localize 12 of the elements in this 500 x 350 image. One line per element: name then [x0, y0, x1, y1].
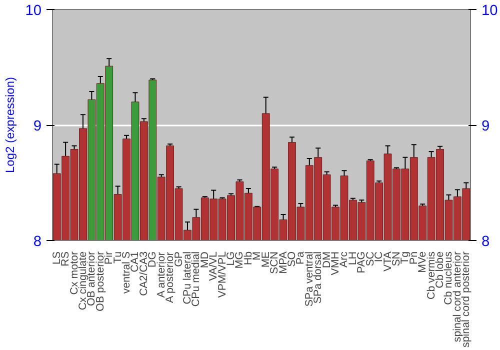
y2-tick-label: 9 [482, 118, 490, 134]
y-axis-title: Log2 (expression) [3, 76, 18, 174]
y-tick-label: 9 [33, 118, 42, 134]
x-tick-label: A posterior [164, 252, 176, 304]
y2-tick-label: 8 [482, 234, 490, 250]
y-tick-label: 10 [25, 3, 42, 19]
x-tick-label: Tg [399, 251, 412, 264]
y2-tick-label: 10 [482, 3, 498, 19]
y-tick-label: 8 [33, 234, 42, 250]
x-tick-label: OB posterior [94, 251, 106, 312]
x-tick-label: spinal cord posterior [460, 251, 472, 348]
x-tick-label: RS [60, 251, 72, 266]
